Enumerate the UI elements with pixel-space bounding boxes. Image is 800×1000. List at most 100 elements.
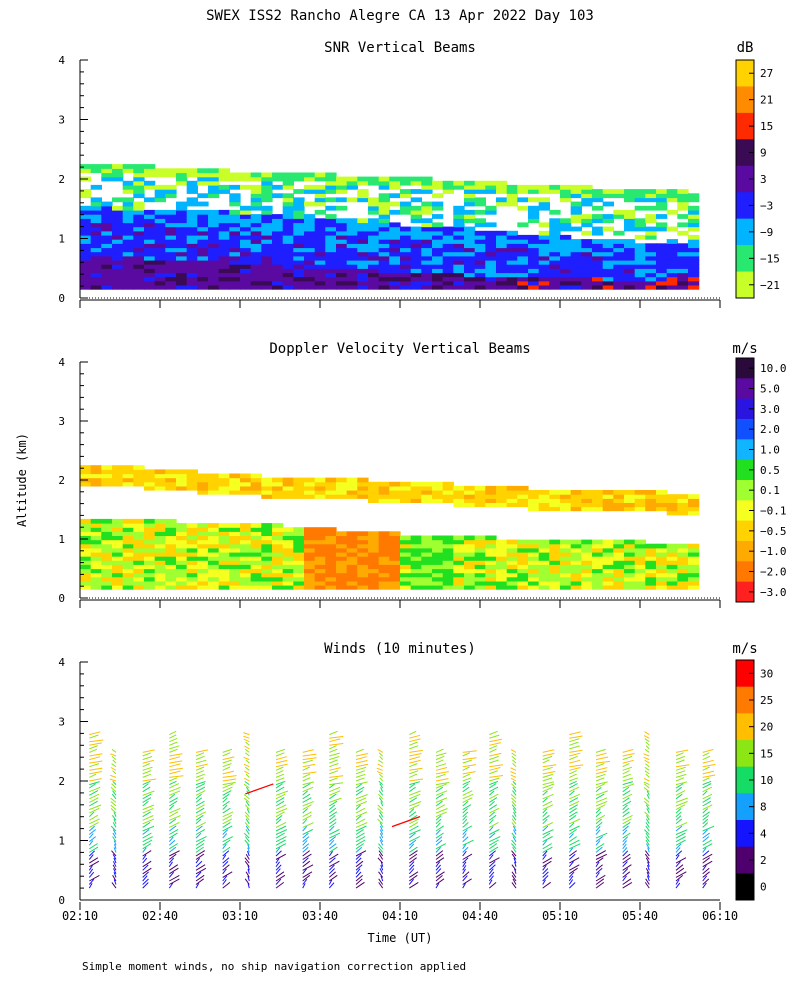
colorbar-swatch bbox=[736, 419, 754, 440]
heatmap-cell bbox=[346, 481, 358, 487]
heatmap-cell bbox=[112, 268, 124, 274]
wind-barb bbox=[222, 781, 236, 786]
wind-barb bbox=[569, 783, 578, 789]
wind-barb bbox=[511, 822, 517, 828]
wind-barb bbox=[142, 793, 152, 800]
heatmap-cell bbox=[592, 230, 604, 236]
wind-barb bbox=[142, 871, 149, 878]
heatmap-cell bbox=[624, 284, 636, 290]
wind-barb bbox=[169, 832, 178, 839]
heatmap-cell bbox=[314, 176, 326, 182]
heatmap-cell bbox=[528, 547, 540, 553]
heatmap-cell bbox=[560, 268, 572, 274]
heatmap-cell bbox=[154, 222, 166, 228]
heatmap-cell bbox=[122, 222, 134, 228]
heatmap-cell bbox=[325, 572, 337, 578]
wind-barb bbox=[409, 821, 419, 828]
heatmap-cell bbox=[261, 259, 273, 265]
heatmap-cell bbox=[400, 255, 412, 261]
heatmap-cell bbox=[645, 585, 657, 590]
heatmap-cell bbox=[602, 189, 614, 194]
heatmap-cell bbox=[400, 568, 412, 574]
heatmap-cell bbox=[101, 465, 113, 470]
heatmap-cell bbox=[272, 585, 284, 590]
wind-barb bbox=[355, 811, 368, 818]
heatmap-cell bbox=[176, 531, 188, 536]
wind-barb bbox=[302, 753, 317, 757]
heatmap-cell bbox=[112, 576, 124, 582]
heatmap-cell bbox=[442, 239, 454, 244]
heatmap-cell bbox=[80, 481, 92, 487]
heatmap-cell bbox=[250, 572, 262, 578]
wind-barb bbox=[110, 767, 117, 771]
heatmap-cell bbox=[581, 197, 593, 203]
heatmap-cell bbox=[122, 564, 134, 570]
wind-barb bbox=[302, 766, 311, 771]
heatmap-cell bbox=[602, 585, 614, 590]
heatmap-cell bbox=[80, 552, 92, 557]
heatmap-cell bbox=[272, 564, 284, 570]
wind-barb bbox=[110, 774, 117, 778]
heatmap-cell bbox=[112, 234, 124, 240]
heatmap-cell bbox=[677, 243, 689, 249]
heatmap-cell bbox=[144, 580, 156, 586]
heatmap-cell bbox=[656, 564, 668, 570]
heatmap-cell bbox=[133, 477, 145, 483]
heatmap-cell bbox=[112, 214, 124, 219]
y-tick-label: 2 bbox=[58, 474, 65, 487]
wind-barb bbox=[569, 864, 580, 871]
heatmap-cell bbox=[314, 477, 326, 483]
wind-barb bbox=[435, 829, 441, 835]
wind-barb bbox=[302, 793, 311, 800]
heatmap-cell bbox=[517, 189, 529, 194]
heatmap-cell bbox=[314, 222, 326, 228]
wind-barb bbox=[222, 763, 232, 768]
heatmap-cell bbox=[304, 560, 316, 565]
heatmap-cell bbox=[154, 239, 166, 244]
heatmap-cell bbox=[474, 284, 486, 290]
heatmap-cell bbox=[90, 547, 102, 553]
wind-barb bbox=[408, 808, 415, 814]
heatmap-cell bbox=[165, 239, 177, 244]
wind-barb bbox=[542, 783, 555, 789]
heatmap-cell bbox=[112, 272, 124, 278]
wind-barb bbox=[646, 808, 650, 814]
heatmap-cell bbox=[613, 543, 625, 549]
heatmap-cell bbox=[421, 572, 433, 578]
heatmap-cell bbox=[293, 234, 305, 240]
wind-barb bbox=[355, 773, 366, 778]
heatmap-cell bbox=[410, 259, 422, 265]
heatmap-cell bbox=[197, 272, 209, 278]
heatmap-cell bbox=[634, 272, 646, 278]
heatmap-cell bbox=[208, 214, 220, 219]
wind-barb bbox=[245, 759, 250, 764]
wind-barb bbox=[702, 804, 713, 811]
wind-barb bbox=[622, 773, 631, 778]
heatmap-cell bbox=[378, 498, 390, 503]
heatmap-cell bbox=[186, 180, 198, 186]
heatmap-cell bbox=[186, 264, 198, 269]
wind-barb bbox=[408, 843, 415, 850]
wind-barb bbox=[275, 790, 289, 796]
heatmap-cell bbox=[474, 502, 486, 508]
heatmap-cell bbox=[549, 222, 561, 228]
heatmap-cell bbox=[336, 239, 348, 244]
heatmap-cell bbox=[624, 243, 636, 249]
wind-barb bbox=[595, 752, 607, 757]
heatmap-cell bbox=[90, 255, 102, 261]
heatmap-cell bbox=[133, 239, 145, 244]
heatmap-cell bbox=[154, 552, 166, 557]
heatmap-cell bbox=[80, 280, 92, 286]
wind-barb bbox=[675, 749, 689, 753]
wind-barb bbox=[222, 871, 233, 878]
heatmap-cell bbox=[208, 585, 220, 590]
heatmap-cell bbox=[80, 234, 92, 240]
heatmap-cell bbox=[144, 268, 156, 274]
heatmap-cell bbox=[496, 259, 508, 265]
heatmap-cell bbox=[378, 276, 390, 282]
wind-barb bbox=[379, 822, 384, 828]
wind-barb bbox=[435, 748, 444, 753]
heatmap-cell bbox=[624, 572, 636, 578]
wind-barb bbox=[435, 786, 444, 793]
heatmap-cell bbox=[368, 498, 380, 503]
